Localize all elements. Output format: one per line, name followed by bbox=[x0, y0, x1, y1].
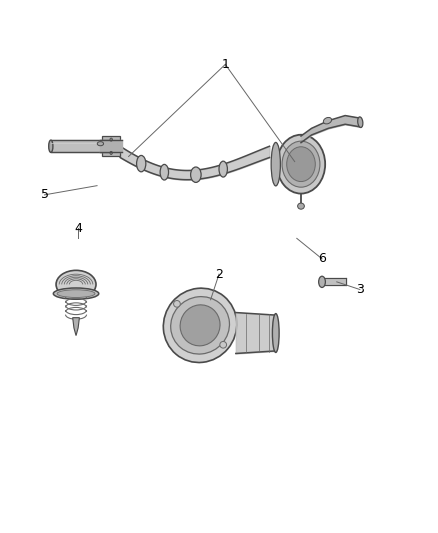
Ellipse shape bbox=[160, 164, 169, 180]
Ellipse shape bbox=[277, 135, 325, 193]
Text: 5: 5 bbox=[40, 188, 49, 201]
Ellipse shape bbox=[57, 290, 95, 297]
Ellipse shape bbox=[49, 140, 53, 152]
Ellipse shape bbox=[56, 270, 96, 298]
Polygon shape bbox=[102, 136, 120, 157]
Ellipse shape bbox=[110, 138, 113, 141]
Ellipse shape bbox=[220, 342, 226, 348]
Text: 1: 1 bbox=[221, 58, 229, 71]
Text: 4: 4 bbox=[74, 222, 82, 235]
Ellipse shape bbox=[110, 151, 113, 155]
Ellipse shape bbox=[137, 156, 146, 172]
Ellipse shape bbox=[173, 301, 180, 307]
Ellipse shape bbox=[271, 142, 280, 186]
Ellipse shape bbox=[219, 161, 227, 177]
Ellipse shape bbox=[97, 142, 103, 146]
Ellipse shape bbox=[163, 288, 237, 362]
Polygon shape bbox=[73, 318, 79, 336]
Ellipse shape bbox=[358, 117, 363, 127]
Ellipse shape bbox=[191, 167, 201, 182]
Ellipse shape bbox=[180, 305, 220, 346]
Ellipse shape bbox=[282, 141, 320, 187]
Text: 6: 6 bbox=[318, 252, 326, 265]
Ellipse shape bbox=[298, 203, 304, 209]
Ellipse shape bbox=[53, 288, 99, 299]
Text: 2: 2 bbox=[215, 268, 223, 281]
Ellipse shape bbox=[319, 276, 325, 287]
Ellipse shape bbox=[171, 297, 230, 354]
Ellipse shape bbox=[323, 117, 332, 124]
Ellipse shape bbox=[272, 313, 279, 352]
Text: 3: 3 bbox=[356, 283, 364, 296]
Ellipse shape bbox=[287, 147, 315, 182]
